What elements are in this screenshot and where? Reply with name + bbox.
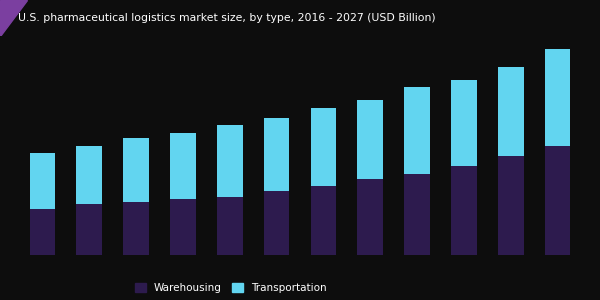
Bar [76, 146, 102, 204]
Bar [170, 133, 196, 199]
Bar [311, 186, 336, 255]
Bar [170, 199, 196, 255]
Bar [404, 87, 430, 174]
Text: U.S. pharmaceutical logistics market size, by type, 2016 - 2027 (USD Billion): U.S. pharmaceutical logistics market siz… [18, 13, 436, 23]
Bar [498, 67, 524, 156]
Bar [264, 118, 289, 191]
Bar [29, 153, 55, 209]
Bar [358, 179, 383, 255]
Polygon shape [0, 0, 27, 36]
Bar [545, 49, 571, 146]
Bar [404, 174, 430, 255]
Legend: Warehousing, Transportation: Warehousing, Transportation [131, 279, 331, 297]
Bar [217, 125, 242, 196]
Bar [311, 108, 336, 186]
Bar [498, 156, 524, 255]
Bar [123, 138, 149, 202]
Bar [358, 100, 383, 179]
Bar [545, 146, 571, 255]
Bar [217, 196, 242, 255]
Bar [264, 191, 289, 255]
Bar [123, 202, 149, 255]
Bar [451, 80, 477, 166]
Bar [76, 204, 102, 255]
Bar [29, 209, 55, 255]
Bar [451, 166, 477, 255]
